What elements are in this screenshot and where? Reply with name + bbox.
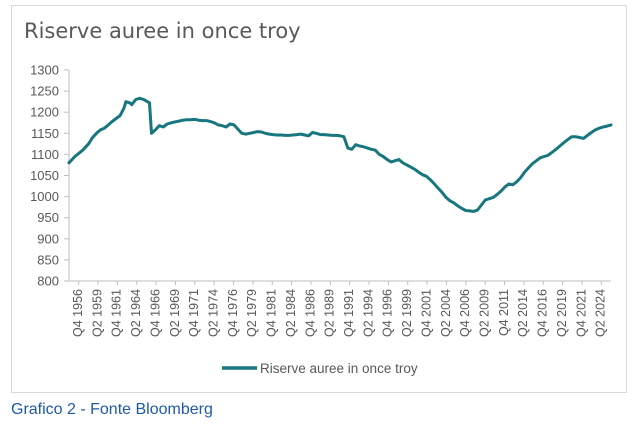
legend-label: Riserve auree in once troy	[260, 361, 418, 376]
y-tick-label: 1250	[30, 84, 59, 99]
x-tick-label: Q2 1969	[168, 289, 182, 337]
x-tick-label: Q4 1966	[148, 289, 162, 337]
y-axis: 800 850 900 950 1000 1050 1100 1150 1200 1250 1300	[30, 63, 70, 289]
x-tick-label: Q4 1981	[265, 289, 279, 337]
x-tick-label: Q4 1996	[381, 289, 395, 337]
x-tick-label: Q2 1959	[90, 289, 104, 337]
x-tick-label: Q4 2021	[574, 289, 588, 337]
y-tick-label: 1200	[30, 105, 59, 120]
y-tick-label: 800	[37, 274, 59, 289]
x-tick-label: Q4 1971	[187, 289, 201, 337]
x-tick-label: Q4 1961	[110, 289, 124, 337]
x-tick-label: Q4 1991	[342, 289, 356, 337]
x-tick-label: Q2 2019	[555, 289, 569, 337]
x-tick-label: Q4 2011	[497, 289, 511, 336]
figure-caption: Grafico 2 - Fonte Bloomberg	[11, 401, 213, 418]
x-tick-label: Q2 2014	[516, 289, 530, 337]
x-tick-label: Q4 1976	[226, 289, 240, 337]
x-tick-label: Q2 1994	[361, 289, 375, 337]
x-tick-label: Q4 1986	[303, 289, 317, 337]
y-tick-label: 1000	[30, 189, 59, 204]
chart-title: Riserve auree in once troy	[24, 19, 301, 43]
x-tick-label: Q2 2024	[594, 289, 608, 337]
x-tick-label: Q2 1989	[323, 289, 337, 337]
x-tick-label: Q2 1964	[129, 289, 143, 337]
x-tick-label: Q4 2006	[458, 289, 472, 337]
x-tick-label: Q2 1974	[206, 289, 220, 337]
y-tick-label: 1150	[31, 126, 59, 141]
series-line-0	[67, 96, 613, 213]
x-tick-label: Q2 2004	[439, 289, 453, 337]
legend: Riserve auree in once troy	[222, 361, 418, 376]
x-tick-label: Q2 1979	[245, 289, 259, 337]
x-tick-label: Q2 1999	[400, 289, 414, 337]
x-tick-label: Q2 1984	[284, 289, 298, 337]
y-tick-label: 1100	[31, 147, 59, 162]
y-tick-label: 1300	[30, 63, 59, 78]
x-axis: Q4 1956 Q2 1959 Q4 1961 Q2 1964 Q4 1966 Q2 19…	[69, 280, 611, 337]
x-tick-label: Q4 2016	[536, 289, 550, 337]
series-layer	[67, 96, 613, 213]
y-tick-label: 850	[37, 252, 59, 267]
x-tick-label: Q4 1956	[71, 289, 85, 337]
chart-frame	[11, 5, 627, 393]
y-tick-label: 900	[37, 231, 59, 246]
y-tick-label: 950	[37, 210, 59, 225]
y-tick-label: 1050	[30, 168, 59, 183]
x-tick-label: Q2 2009	[477, 289, 491, 337]
x-tick-label: Q4 2001	[419, 289, 433, 337]
